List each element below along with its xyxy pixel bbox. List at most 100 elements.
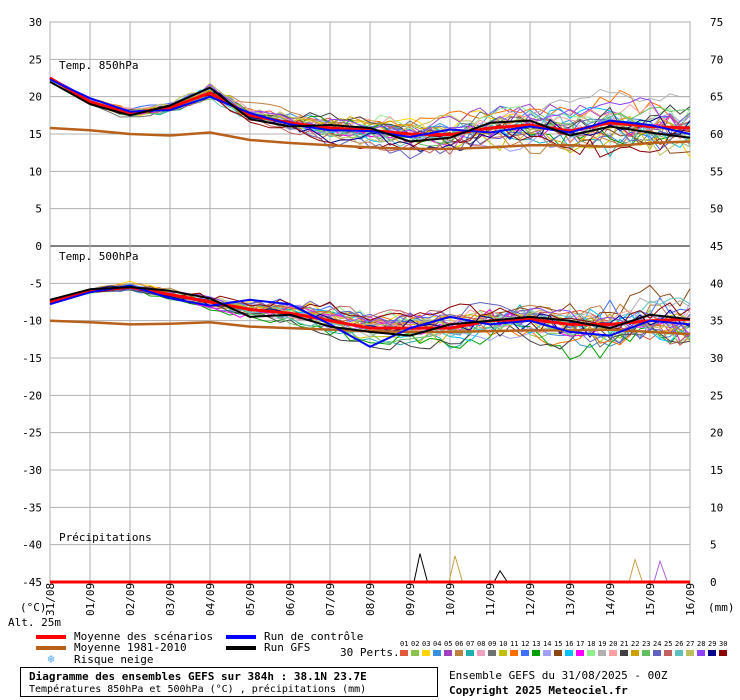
legend-item-gfs: Run GFS — [226, 642, 310, 654]
legend-label: Moyenne 1981-2010 — [74, 641, 187, 654]
right-tick-label: 35 — [710, 315, 723, 328]
perturbation-number: 01 — [400, 640, 409, 648]
right-tick-label: 0 — [710, 576, 717, 589]
perturbation-number: 24 — [653, 640, 662, 648]
perturbation-swatch — [499, 650, 507, 656]
perturbation-swatch — [609, 650, 617, 656]
x-tick-label: 12/09 — [524, 583, 537, 616]
perturbation-number: 14 — [543, 640, 552, 648]
perturbation-number: 18 — [587, 640, 596, 648]
right-tick-label: 30 — [710, 352, 723, 365]
perturbation-number: 06 — [455, 640, 464, 648]
perturbation-swatch — [697, 650, 705, 656]
left-tick-label: -40 — [22, 539, 42, 552]
perturbation-number: 12 — [521, 640, 530, 648]
perturbation-number: 25 — [664, 640, 673, 648]
perturbation-swatch — [466, 650, 474, 656]
right-tick-label: 55 — [710, 165, 723, 178]
left-tick-label: 25 — [29, 53, 42, 66]
panel-label-precip: Précipitations — [59, 531, 152, 544]
left-tick-label: 30 — [29, 16, 42, 29]
series-gfs-run-t500 — [49, 286, 691, 337]
perturbation-number: 03 — [422, 640, 431, 648]
legend-label: Moyenne des scénarios — [74, 630, 214, 643]
left-tick-label: -30 — [22, 464, 42, 477]
run-info: Ensemble GEFS du 31/08/2025 - 00Z — [449, 669, 668, 682]
right-tick-label: 10 — [710, 501, 723, 514]
footer-title-box: Diagramme des ensembles GEFS sur 384h : … — [20, 667, 438, 697]
perturbation-number: 02 — [411, 640, 420, 648]
x-tick-label: 07/09 — [324, 583, 337, 616]
main-series — [49, 76, 691, 584]
ensemble-member-22-t850 — [49, 77, 691, 147]
perturbation-number: 30 — [719, 640, 728, 648]
x-tick-label: 09/09 — [404, 583, 417, 616]
legend-swatch-control — [226, 635, 256, 639]
perturbation-number: 23 — [642, 640, 651, 648]
left-tick-label: 15 — [29, 128, 42, 141]
perturbation-number: 13 — [532, 640, 541, 648]
left-tick-label: -45 — [22, 576, 42, 589]
precip-spike — [628, 557, 643, 583]
left-tick-label: 5 — [35, 203, 42, 216]
perturbation-swatch — [708, 650, 716, 656]
perturbation-swatch — [444, 650, 452, 656]
ensemble-member-13-t500 — [49, 288, 691, 361]
right-tick-label: 50 — [710, 203, 723, 216]
x-tick-label: 04/09 — [204, 583, 217, 616]
series-mean-t500 — [49, 285, 691, 330]
perturbation-swatch — [532, 650, 540, 656]
chart-subtitle: Températures 850hPa et 500hPa (°C) , pré… — [29, 684, 367, 695]
perturbation-swatch — [521, 650, 529, 656]
perturbation-number: 11 — [510, 640, 519, 648]
right-tick-label: 60 — [710, 128, 723, 141]
chart-title: Diagramme des ensembles GEFS sur 384h : … — [29, 670, 367, 683]
left-tick-label: -10 — [22, 315, 42, 328]
snowflake-icon: ❄ — [47, 652, 55, 666]
perturbations-label: 30 Perts. — [340, 646, 400, 659]
perturbation-number: 27 — [686, 640, 695, 648]
x-tick-label: 14/09 — [604, 583, 617, 616]
x-tick-label: 03/09 — [164, 583, 177, 616]
perturbation-swatch — [653, 650, 661, 656]
right-tick-label: 20 — [710, 427, 723, 440]
right-axis-unit: (mm) — [708, 601, 735, 614]
legend-item-control: Run de contrôle — [226, 631, 363, 643]
left-axis-unit: (°C) — [20, 601, 47, 614]
perturbation-swatch — [576, 650, 584, 656]
right-tick-label: 40 — [710, 277, 723, 290]
perturbation-number: 08 — [477, 640, 486, 648]
right-tick-label: 45 — [710, 240, 723, 253]
perturbation-swatch — [422, 650, 430, 656]
axes: 302520151050-5-10-15-20-25-30-35-40-4575… — [22, 16, 723, 616]
perturbation-number: 19 — [598, 640, 607, 648]
precip-spike — [413, 553, 428, 583]
x-tick-label: 31/08 — [44, 583, 57, 616]
panel-label-t850: Temp. 850hPa — [59, 59, 138, 72]
perturbation-swatch — [664, 650, 672, 656]
perturbation-number: 10 — [499, 640, 508, 648]
perturbation-swatch — [411, 650, 419, 656]
perturbation-swatch — [620, 650, 628, 656]
series-control-run-t850 — [49, 78, 691, 138]
chart-labels: Temp. 850hPa Temp. 500hPa Précipitations… — [20, 59, 735, 614]
x-tick-label: 13/09 — [564, 583, 577, 616]
perturbation-number: 22 — [631, 640, 640, 648]
perturbation-number: 21 — [620, 640, 629, 648]
perturbation-number: 05 — [444, 640, 453, 648]
perturbation-swatch — [719, 650, 727, 656]
x-tick-label: 10/09 — [444, 583, 457, 616]
precip-spike — [653, 559, 668, 583]
series-control-run-t500 — [49, 284, 691, 348]
right-tick-label: 5 — [710, 539, 717, 552]
right-tick-label: 70 — [710, 53, 723, 66]
left-tick-label: -15 — [22, 352, 42, 365]
precip-spike — [493, 569, 508, 583]
series-gfs-run-t850 — [49, 80, 691, 143]
perturbation-number: 07 — [466, 640, 475, 648]
left-tick-label: 20 — [29, 91, 42, 104]
perturbation-swatch — [433, 650, 441, 656]
series-climatology-t850 — [49, 126, 691, 151]
right-tick-label: 25 — [710, 389, 723, 402]
